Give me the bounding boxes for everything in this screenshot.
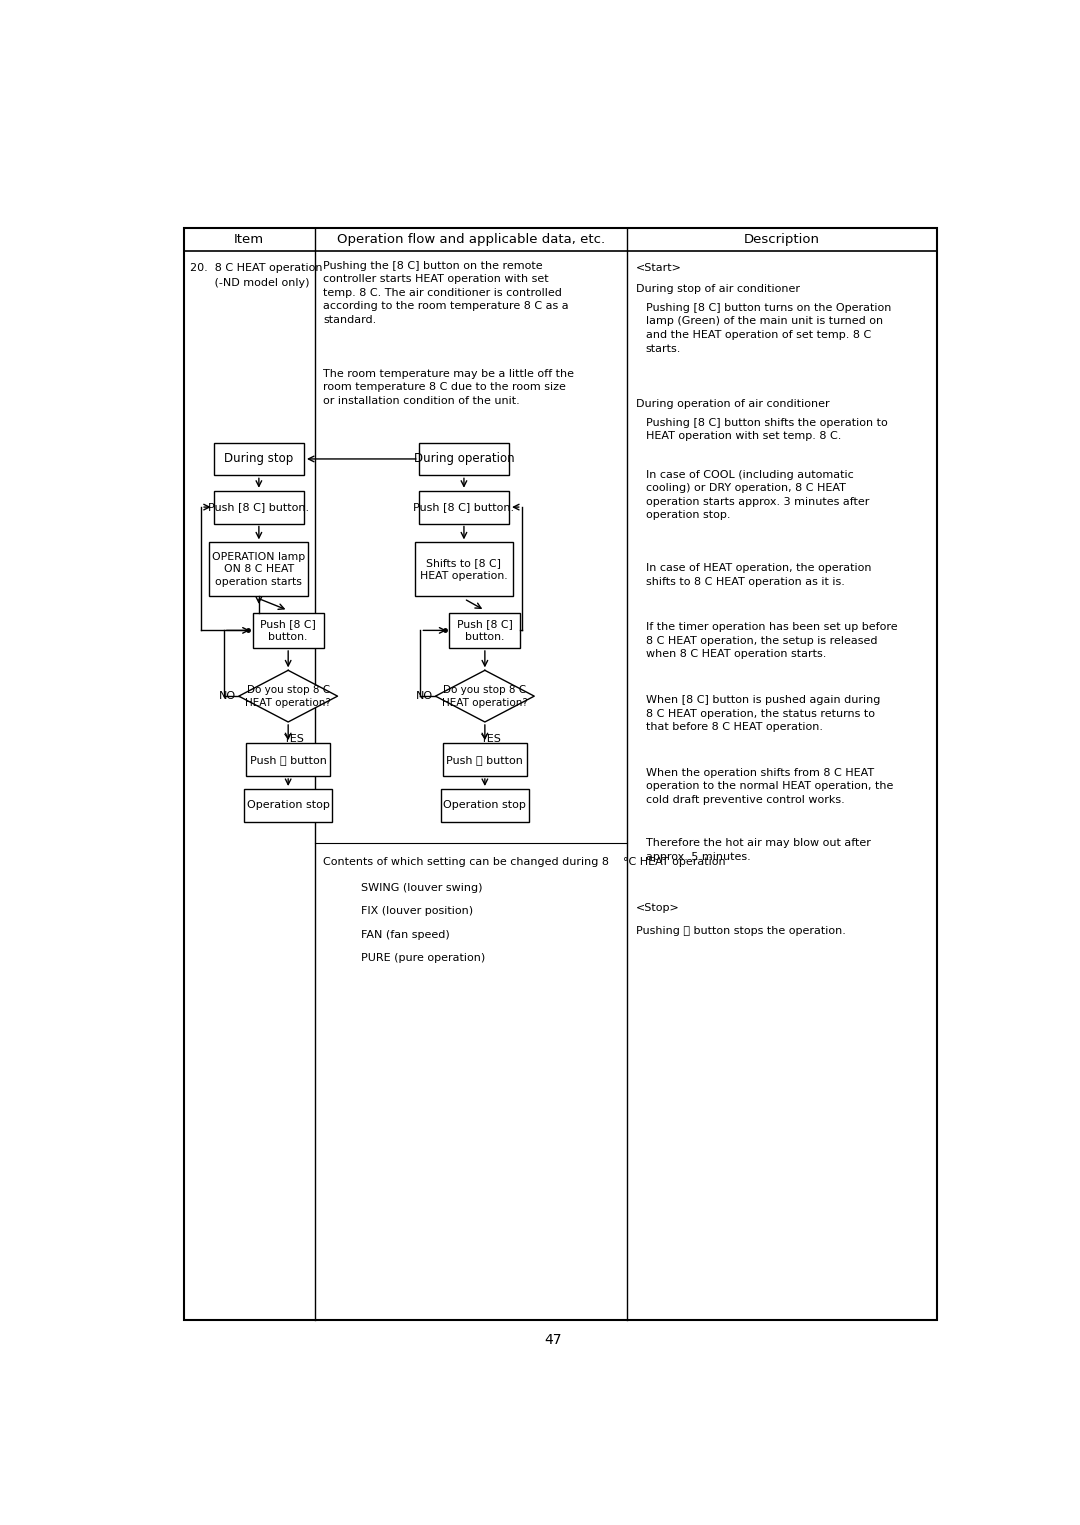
Bar: [419, 491, 509, 523]
Bar: [449, 613, 521, 648]
Text: FAN (fan speed): FAN (fan speed): [361, 930, 449, 939]
Text: In case of COOL (including automatic
cooling) or DRY operation, 8 C HEAT
operati: In case of COOL (including automatic coo…: [646, 470, 869, 520]
Text: Push [8 C] button.: Push [8 C] button.: [414, 502, 514, 512]
Text: Operation flow and applicable data, etc.: Operation flow and applicable data, etc.: [337, 233, 605, 246]
Text: Shifts to [8 C]
HEAT operation.: Shifts to [8 C] HEAT operation.: [420, 558, 508, 581]
Text: Do you stop 8 C
HEAT operation?: Do you stop 8 C HEAT operation?: [245, 685, 332, 708]
Polygon shape: [435, 671, 535, 721]
Text: Pushing the [8 C] button on the remote
controller starts HEAT operation with set: Pushing the [8 C] button on the remote c…: [323, 261, 569, 325]
Text: FIX (louver position): FIX (louver position): [361, 906, 473, 917]
Text: Pushing [8 C] button shifts the operation to
HEAT operation with set temp. 8 C.: Pushing [8 C] button shifts the operatio…: [646, 418, 888, 441]
Text: Operation stop: Operation stop: [444, 801, 526, 810]
Text: <Start>: <Start>: [635, 262, 681, 273]
Text: NO: NO: [219, 691, 237, 702]
Text: Push [8 C] button.: Push [8 C] button.: [208, 502, 310, 512]
Bar: [214, 442, 305, 476]
Text: OPERATION lamp
ON 8 C HEAT
operation starts: OPERATION lamp ON 8 C HEAT operation sta…: [213, 552, 306, 587]
Bar: [210, 543, 308, 596]
Text: In case of HEAT operation, the operation
shifts to 8 C HEAT operation as it is.: In case of HEAT operation, the operation…: [646, 563, 872, 587]
Text: Description: Description: [744, 233, 820, 246]
Bar: [184, 227, 936, 1319]
Text: During operation of air conditioner: During operation of air conditioner: [635, 400, 829, 409]
Text: The room temperature may be a little off the
room temperature 8 C due to the roo: The room temperature may be a little off…: [323, 369, 575, 406]
Text: Push ⏻ button: Push ⏻ button: [249, 755, 326, 764]
Text: If the timer operation has been set up before
8 C HEAT operation, the setup is r: If the timer operation has been set up b…: [646, 622, 897, 659]
Text: 20.  8 C HEAT operation
       (-ND model only): 20. 8 C HEAT operation (-ND model only): [190, 262, 323, 288]
Text: SWING (louver swing): SWING (louver swing): [361, 883, 483, 892]
Text: Pushing ⏻ button stops the operation.: Pushing ⏻ button stops the operation.: [635, 926, 846, 936]
Text: During stop of air conditioner: During stop of air conditioner: [635, 284, 799, 294]
Text: Pushing [8 C] button turns on the Operation
lamp (Green) of the main unit is tur: Pushing [8 C] button turns on the Operat…: [646, 303, 891, 354]
Bar: [253, 613, 324, 648]
Text: Push ⏻ button: Push ⏻ button: [446, 755, 524, 764]
Text: During operation: During operation: [414, 453, 514, 465]
Bar: [443, 743, 527, 776]
Text: Do you stop 8 C
HEAT operation?: Do you stop 8 C HEAT operation?: [442, 685, 528, 708]
Text: When [8 C] button is pushed again during
8 C HEAT operation, the status returns : When [8 C] button is pushed again during…: [646, 695, 880, 732]
Text: Contents of which setting can be changed during 8    °C HEAT operation: Contents of which setting can be changed…: [323, 857, 726, 868]
Text: Push [8 C]
button.: Push [8 C] button.: [457, 619, 513, 642]
Text: Push [8 C]
button.: Push [8 C] button.: [260, 619, 316, 642]
Text: NO: NO: [416, 691, 433, 702]
Bar: [419, 442, 509, 476]
Text: YES: YES: [481, 734, 501, 744]
Bar: [214, 491, 305, 523]
Text: YES: YES: [284, 734, 305, 744]
Text: 47: 47: [544, 1333, 563, 1347]
Polygon shape: [239, 671, 338, 721]
Text: Item: Item: [234, 233, 265, 246]
Bar: [415, 543, 513, 596]
Text: When the operation shifts from 8 C HEAT
operation to the normal HEAT operation, : When the operation shifts from 8 C HEAT …: [646, 767, 893, 805]
Text: <Stop>: <Stop>: [635, 903, 679, 913]
Bar: [244, 788, 333, 822]
Text: PURE (pure operation): PURE (pure operation): [361, 953, 485, 964]
Text: Operation stop: Operation stop: [246, 801, 329, 810]
Text: During stop: During stop: [225, 453, 294, 465]
Bar: [441, 788, 529, 822]
Bar: [246, 743, 330, 776]
Text: Therefore the hot air may blow out after
approx. 5 minutes.: Therefore the hot air may blow out after…: [646, 839, 870, 862]
